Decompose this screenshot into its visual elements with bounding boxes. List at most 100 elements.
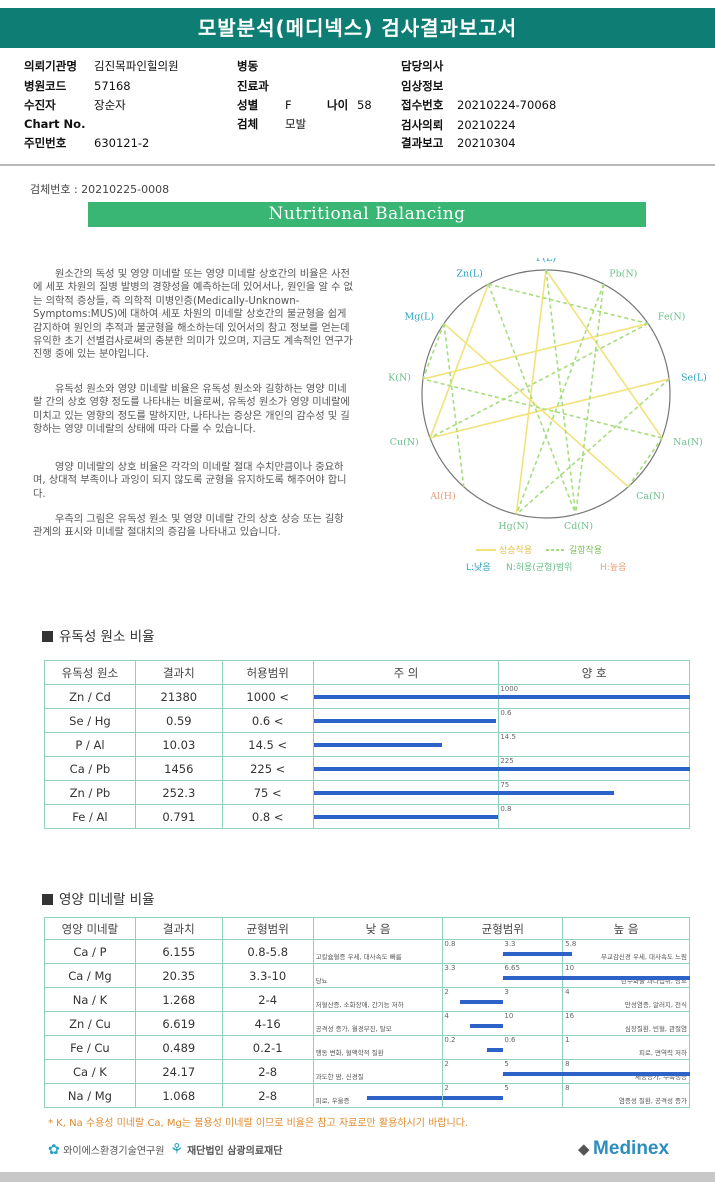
toxic-section-label: 유독성 원소 비율 [59,629,155,645]
antagonism-line [487,283,577,515]
antagonism-line [422,378,663,439]
antagonism-line [443,323,465,487]
toxic-bar [313,743,442,747]
toxic-caution-cell [312,804,500,829]
nutrient-balance-cell: 0.2 0.6 [442,1035,564,1060]
balance-bar [486,1048,504,1052]
balance-tick: 4 [565,988,570,996]
nutrient-mineral: Ca / Mg [44,963,136,988]
toxic-threshold-tick: 1000 [500,685,519,693]
toxic-result: 252.3 [134,780,223,805]
toxic-result: 0.59 [134,708,223,733]
toxic-row: P / Al 10.03 14.5 < 14.5 [44,732,690,757]
medinex-logo-text: Medinex [593,1138,670,1159]
synergy-line [429,378,670,439]
nutrient-high-cell: 피로, 면역력 저하 1 [562,1035,690,1060]
nutrient-range: 2-4 [221,987,314,1012]
nutrient-row: Ca / P 6.155 0.8-5.8 고칼슘혈증 우세, 대사속도 빠름 0.8 3.… [44,939,690,964]
toxic-threshold-tick: 0.6 [500,709,512,717]
high-note: 탄수화물 과다섭취, 당뇨 [621,977,687,985]
legend-synergy: 상승작용 [499,545,532,556]
nutrient-high-cell: 만성염증, 알러지, 천식 4 [562,987,690,1012]
nutrient-result: 6.155 [134,939,223,964]
nutrient-range: 4-16 [221,1011,314,1036]
high-note: 심장질환, 빈혈, 관절염 [624,1025,687,1033]
paragraph-4: 우측의 그림은 유독성 원소 및 영양 미네랄 간의 상호 상승 또는 길항 관… [33,514,344,539]
toxic-header-caution: 주 의 [312,660,500,685]
balance-bar [469,1024,504,1028]
toxic-bar [313,815,498,819]
toxic-threshold-tick: 75 [500,781,510,789]
nutritional-balancing-banner: Nutritional Balancing [88,202,646,227]
nutrient-result: 1.068 [134,1083,223,1108]
nutrient-row: Fe / Cu 0.489 0.2-1 행동 변화, 혈액학적 질환 0.2 0.6 피로,… [44,1035,690,1060]
toxic-row: Zn / Pb 252.3 75 < 75 [44,780,690,805]
report-date-label: 결과보고 [401,136,444,150]
toxic-element: Se / Hg [44,708,136,733]
nutrient-header-balance: 균형범위 [442,917,564,940]
toxic-caution-cell [312,684,500,709]
medinex-logo-icon: ◆ [578,1140,590,1158]
balance-bar-extension [563,952,573,956]
hospital-code-value: 57168 [94,79,131,93]
balance-bar-extension [367,1096,443,1100]
high-note: 피로, 면역력 저하 [638,1049,687,1057]
legend-low: L:낮음 [466,562,491,573]
wheel-node-label: K(N) [388,373,411,384]
toxic-range: 0.6 < [221,708,314,733]
balance-tick: 5.8 [565,940,577,948]
logo-samkwang: ⚘ 재단법인 삼광의료재단 [170,1140,282,1158]
request-date-value: 20210224 [457,118,516,132]
toxic-range: 0.8 < [221,804,314,829]
logo-ys-institute: ✿ 와이에스환경기술연구원 [48,1142,164,1158]
receipt-no-value: 20210224-70068 [457,98,557,112]
balance-tick: 6.65 [504,964,520,972]
toxic-range: 225 < [221,756,314,781]
nutrient-header-high: 높 음 [562,917,690,940]
toxic-bar [313,719,496,723]
high-note: 체중증가, 수족냉증 [635,1073,687,1081]
toxic-range: 1000 < [221,684,314,709]
ward-label: 병동 [237,59,259,73]
chart-no-label: Chart No. [24,117,86,131]
balance-tick: 3.3 [504,940,516,948]
high-note: 만성염증, 알러지, 천식 [624,1001,687,1009]
wheel-node-label: Pb(N) [609,269,637,280]
ys-logo-icon: ✿ [48,1142,60,1158]
balance-tick: 2 [444,1060,449,1068]
balance-tick: 8 [565,1060,570,1068]
nutrient-row: Ca / K 24.17 2-8 과도한 땀, 신경질 2 5 체중증가, 수족냉증 8 [44,1059,691,1084]
paragraph-1: 원소간의 독성 및 영양 미네랄 또는 영양 미네랄 상호간의 비율은 사전에 … [33,269,354,361]
square-bullet-icon [42,894,53,905]
toxic-good-cell: 14.5 [498,732,690,757]
low-note: 당뇨 [315,977,328,985]
antagonism-line [488,283,649,325]
toxic-good-cell: 0.6 [498,708,690,733]
wheel-legend: 상승작용 길항작용 L:낮음 N:허용(균형)범위 H:높음 [466,545,626,573]
nutrient-header-range: 균형범위 [221,917,314,940]
wheel-node-label: Se(L) [681,373,707,384]
nutrient-row: Ca / Mg 20.35 3.3-10 당뇨 3.3 6.65 탄수화물 과다섭취, 당뇨… [44,963,691,988]
balance-bar [503,952,564,956]
toxic-header-range: 허용범위 [221,660,314,685]
nutrient-low-cell: 행동 변화, 혈액학적 질환 [312,1035,444,1060]
samkwang-logo-icon: ⚘ [170,1140,184,1158]
toxic-element: Zn / Pb [44,780,136,805]
synergy-line [515,269,547,515]
dept-label: 진료과 [237,79,269,93]
synergy-line [429,283,490,439]
request-date-label: 검사의뢰 [401,118,444,132]
divider [0,164,715,166]
toxic-element: Ca / Pb [44,756,136,781]
logo-medinex: ◆ Medinex [578,1138,669,1160]
wheel-node-label: Cd(N) [564,521,593,532]
nutrient-low-cell: 고칼슘혈증 우세, 대사속도 빠름 [312,939,444,964]
specimen-label: 검체 [237,117,259,131]
toxic-element: P / Al [44,732,136,757]
toxic-element: Zn / Cd [44,684,136,709]
balance-tick: 10 [504,1012,514,1020]
toxic-element: Fe / Al [44,804,136,829]
recipient-value: 장순자 [94,98,126,112]
